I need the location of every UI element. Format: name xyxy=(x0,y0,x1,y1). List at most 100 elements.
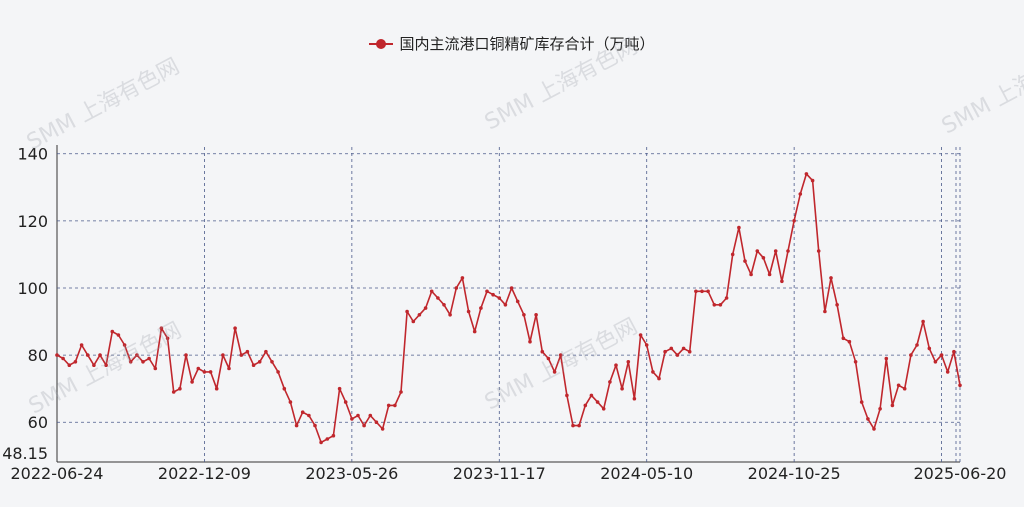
data-point xyxy=(890,403,895,408)
data-point xyxy=(429,289,434,294)
data-point xyxy=(135,353,139,357)
data-point xyxy=(853,360,858,364)
data-point xyxy=(356,413,360,418)
data-point xyxy=(73,360,78,364)
y-tick-label: 100 xyxy=(17,279,48,298)
y-tick-label: 48.15 xyxy=(2,444,48,463)
data-point xyxy=(866,417,870,421)
data-point xyxy=(945,370,950,374)
data-point xyxy=(503,303,508,307)
data-point xyxy=(405,309,409,314)
data-point xyxy=(565,393,569,398)
data-point xyxy=(221,353,225,357)
data-point xyxy=(915,343,919,347)
data-point xyxy=(730,252,735,257)
data-point xyxy=(958,383,962,388)
data-point xyxy=(233,326,237,331)
data-point xyxy=(251,363,256,368)
data-point xyxy=(417,313,422,317)
data-point xyxy=(663,349,667,354)
data-point xyxy=(362,423,366,428)
data-point xyxy=(208,370,213,374)
data-point xyxy=(337,386,342,391)
x-tick-label: 2023-11-17 xyxy=(453,464,546,483)
data-point xyxy=(706,289,710,294)
data-point xyxy=(343,400,348,404)
data-point xyxy=(165,336,170,341)
data-point xyxy=(657,376,661,381)
data-point xyxy=(669,346,674,351)
data-point xyxy=(307,413,311,418)
data-point xyxy=(319,440,323,445)
data-point xyxy=(282,386,287,391)
legend[interactable]: 国内主流港口铜精矿库存合计（万吨） xyxy=(0,33,1024,54)
data-point xyxy=(638,333,643,337)
data-point xyxy=(368,413,373,418)
data-point xyxy=(859,400,864,404)
data-point xyxy=(952,349,956,354)
data-point xyxy=(479,306,483,310)
data-point xyxy=(546,356,551,361)
data-point xyxy=(620,386,624,391)
data-point xyxy=(491,292,495,297)
data-point xyxy=(798,192,803,196)
data-point xyxy=(810,178,815,183)
y-tick-label: 80 xyxy=(28,346,48,365)
data-point xyxy=(841,336,846,341)
series-line xyxy=(56,173,961,444)
x-tick-label: 2022-12-09 xyxy=(158,464,251,483)
data-point xyxy=(393,403,397,408)
data-point xyxy=(823,309,827,314)
data-point xyxy=(792,219,796,223)
data-point xyxy=(589,393,594,398)
data-point xyxy=(227,366,231,371)
data-point xyxy=(380,427,385,431)
data-point xyxy=(712,303,717,307)
data-point xyxy=(472,329,477,334)
data-point xyxy=(294,423,299,428)
data-point xyxy=(79,343,84,347)
data-point xyxy=(178,386,182,391)
legend-label: 国内主流港口铜精矿库存合计（万吨） xyxy=(399,35,655,53)
x-tick-label: 2024-10-25 xyxy=(748,464,841,483)
data-point xyxy=(509,286,514,290)
data-point xyxy=(902,386,907,391)
data-point xyxy=(577,423,581,428)
data-point xyxy=(694,289,698,294)
data-point xyxy=(749,272,753,277)
data-point xyxy=(264,349,268,354)
data-point xyxy=(386,403,391,408)
data-point xyxy=(626,360,631,364)
data-point xyxy=(325,437,330,441)
data-point xyxy=(835,303,839,307)
data-point xyxy=(147,356,151,361)
data-point xyxy=(522,313,526,317)
data-point xyxy=(110,329,115,334)
data-point xyxy=(153,366,158,371)
x-tick-label: 2023-05-26 xyxy=(305,464,398,483)
data-point xyxy=(829,276,833,280)
data-point xyxy=(313,423,317,428)
data-point xyxy=(350,417,354,421)
y-tick-label: 60 xyxy=(28,413,48,432)
data-point xyxy=(939,353,944,357)
data-point xyxy=(614,363,618,368)
data-point xyxy=(411,319,416,324)
data-point xyxy=(804,172,809,176)
y-tick-label: 140 xyxy=(17,145,48,164)
data-point xyxy=(816,249,821,253)
data-point xyxy=(85,353,90,357)
data-point xyxy=(718,303,723,307)
data-point xyxy=(601,407,606,411)
data-point xyxy=(245,349,250,354)
data-point xyxy=(485,289,489,294)
data-point xyxy=(700,289,704,294)
data-point xyxy=(196,366,201,371)
data-point xyxy=(761,255,766,260)
data-point xyxy=(786,249,790,253)
data-point xyxy=(528,339,532,344)
data-point xyxy=(331,433,336,438)
data-point xyxy=(116,333,121,337)
data-point xyxy=(724,296,729,300)
data-point xyxy=(737,225,741,230)
